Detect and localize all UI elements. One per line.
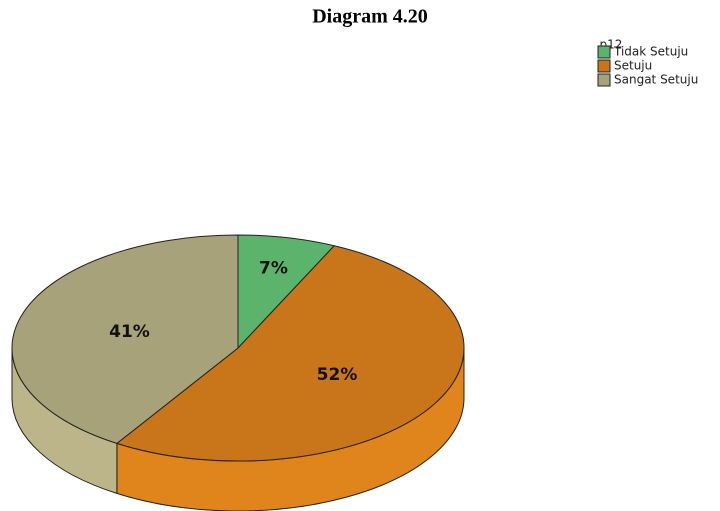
slice: [11, 234, 239, 444]
legend-label: Setuju: [614, 59, 652, 73]
legend-swatch: [597, 45, 611, 59]
data-label: 7%: [259, 259, 288, 279]
legend-label: Sangat Setuju: [614, 73, 698, 87]
legend-swatch: [597, 73, 611, 87]
data-label: 52%: [317, 365, 358, 385]
legend-swatch: [597, 59, 611, 73]
data-label: 41%: [109, 322, 150, 342]
legend-label: Tidak Setuju: [613, 45, 688, 59]
slice: [115, 245, 465, 462]
chart-title: Diagram 4.20: [312, 6, 428, 28]
